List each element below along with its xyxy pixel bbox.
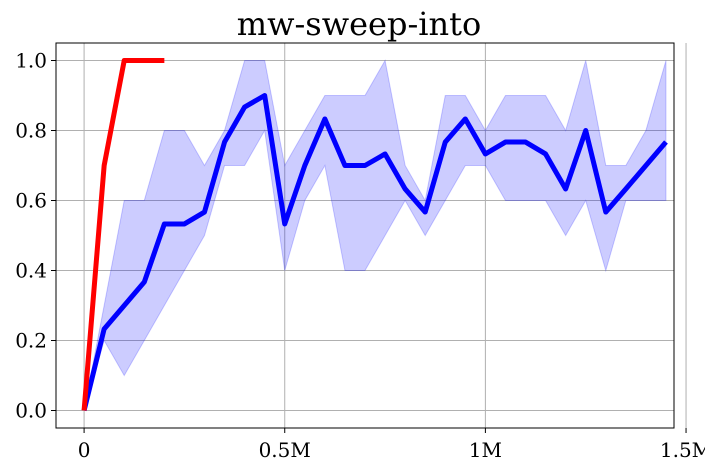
y-tick-label: 0.0 xyxy=(15,399,47,423)
y-tick-label: 0.4 xyxy=(15,259,47,283)
series-0-line xyxy=(81,93,668,412)
x-tick-label: 1.5M xyxy=(660,438,705,462)
grid-lines xyxy=(56,43,687,428)
y-axis-ticks: 0.0 0.2 0.4 0.6 0.8 1.0 xyxy=(15,49,56,423)
x-tick-label: 0.5M xyxy=(259,438,311,462)
y-tick-label: 0.6 xyxy=(15,189,47,213)
y-tick-label: 1.0 xyxy=(15,49,47,73)
x-tick-label: 0 xyxy=(78,438,91,462)
x-axis-ticks: 0 0.5M 1M 1.5M xyxy=(78,428,705,462)
confidence-bands xyxy=(83,59,667,411)
plot-frame xyxy=(55,42,675,429)
chart-title: mw-sweep-into xyxy=(237,5,482,43)
x-tick-label: 1M xyxy=(469,438,502,462)
series-0-band xyxy=(83,59,667,411)
y-tick-label: 0.8 xyxy=(15,119,47,143)
series-lines xyxy=(81,58,668,412)
y-tick-label: 0.2 xyxy=(15,329,47,353)
